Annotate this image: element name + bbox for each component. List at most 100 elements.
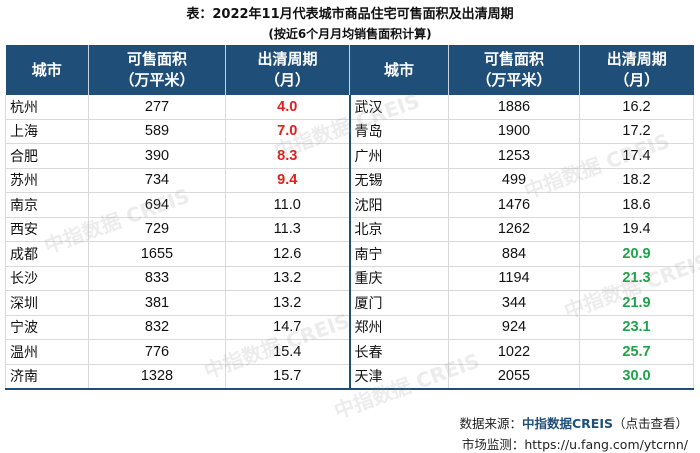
city-cell: 苏州: [5, 167, 89, 193]
area-cell: 1328: [88, 363, 226, 389]
table-row: 成都 1655 12.6 南宁 884 20.9: [5, 241, 694, 266]
table-row: 上海 589 7.0 青岛 1900 17.2: [5, 118, 694, 144]
city-cell: 沈阳: [348, 192, 449, 217]
area-cell: 1886: [448, 95, 580, 119]
city-cell: 长沙: [5, 265, 89, 291]
cycle-cell: 20.9: [579, 241, 694, 266]
cycle-cell: 21.9: [579, 290, 694, 315]
monitor-url-link[interactable]: https://u.fang.com/ytcrnn/: [524, 437, 688, 452]
source-brand-link[interactable]: 中指数据CREIS: [521, 416, 613, 431]
cycle-cell: 15.4: [225, 339, 350, 364]
table-row: 宁波 832 14.7 郑州 924 23.1: [5, 314, 694, 340]
city-cell: 上海: [5, 118, 89, 144]
table-row: 深圳 381 13.2 厦门 344 21.9: [5, 290, 694, 315]
table-row: 苏州 734 9.4 无锡 499 18.2: [5, 167, 694, 193]
city-cell: 重庆: [348, 265, 449, 291]
header-area-label: 可售面积: [483, 50, 544, 68]
table-row: 济南 1328 15.7 天津 2055 30.0: [5, 363, 694, 389]
cycle-cell: 11.0: [225, 192, 350, 217]
cycle-cell: 25.7: [579, 339, 694, 364]
area-cell: 924: [448, 314, 580, 340]
area-cell: 1194: [448, 265, 580, 291]
source-label: 数据来源：: [459, 416, 522, 431]
header-cycle-label: 出清周期: [257, 50, 318, 68]
city-cell: 西安: [5, 216, 89, 242]
city-cell: 南京: [5, 192, 89, 217]
table-header-row: 城市 可售面积 （万平米） 出清周期 （月） 城市 可售面积 （万平米） 出清周…: [5, 45, 694, 95]
city-cell: 郑州: [348, 314, 449, 340]
area-cell: 589: [88, 118, 226, 144]
header-cycle-unit: （月）: [264, 71, 310, 89]
cycle-cell: 15.7: [225, 363, 350, 389]
cycle-cell: 30.0: [579, 363, 694, 389]
area-cell: 390: [88, 143, 226, 168]
table-subtitle: (按近6个月月均销售面积计算): [268, 27, 432, 41]
city-cell: 武汉: [348, 95, 449, 119]
area-cell: 381: [88, 290, 226, 315]
table-row: 合肥 390 8.3 广州 1253 17.4: [5, 143, 694, 168]
cycle-cell: 16.2: [579, 95, 694, 119]
cycle-cell: 18.2: [579, 167, 694, 193]
area-cell: 344: [448, 290, 580, 315]
city-cell: 宁波: [5, 314, 89, 340]
area-cell: 1262: [448, 216, 580, 242]
city-cell: 青岛: [348, 118, 449, 144]
cycle-cell: 23.1: [579, 314, 694, 340]
area-cell: 1253: [448, 143, 580, 168]
table-body: 杭州 277 4.0 武汉 1886 16.2 上海 589 7.0 青岛 1900 17.2 合肥 39…: [5, 95, 694, 389]
cycle-cell: 18.6: [579, 192, 694, 217]
city-cell: 南宁: [348, 241, 449, 266]
header-area-unit: （万平米）: [119, 71, 195, 89]
cycle-cell: 21.3: [579, 265, 694, 291]
cycle-cell: 14.7: [225, 314, 350, 340]
market-monitor-line: 市场监测：https://u.fang.com/ytcrnn/: [462, 434, 688, 453]
city-cell: 杭州: [5, 95, 89, 119]
cycle-cell: 13.2: [225, 290, 350, 315]
city-cell: 厦门: [348, 290, 449, 315]
cycle-cell: 4.0: [225, 95, 350, 119]
city-cell: 北京: [348, 216, 449, 242]
table-row: 杭州 277 4.0 武汉 1886 16.2: [5, 95, 694, 119]
inventory-table: 城市 可售面积 （万平米） 出清周期 （月） 城市 可售面积 （万平米） 出清周…: [5, 45, 694, 390]
header-cycle-unit: （月）: [614, 71, 660, 89]
area-cell: 729: [88, 216, 226, 242]
header-area-label: 可售面积: [126, 50, 187, 68]
header-area-left: 可售面积 （万平米）: [88, 45, 226, 95]
header-city-left: 城市: [5, 45, 89, 95]
monitor-label: 市场监测：: [461, 437, 525, 452]
area-cell: 884: [448, 241, 580, 266]
area-cell: 833: [88, 265, 226, 291]
cycle-cell: 19.4: [579, 216, 694, 242]
header-cycle-label: 出清周期: [606, 50, 667, 68]
area-cell: 694: [88, 192, 226, 217]
table-title: 表：2022年11月代表城市商品住宅可售面积及出清周期: [186, 7, 514, 22]
area-cell: 1900: [448, 118, 580, 144]
city-cell: 无锡: [348, 167, 449, 193]
city-cell: 成都: [5, 241, 89, 266]
cycle-cell: 12.6: [225, 241, 350, 266]
table-row: 温州 776 15.4 长春 1022 25.7: [5, 339, 694, 364]
city-cell: 广州: [348, 143, 449, 168]
area-cell: 2055: [448, 363, 580, 389]
cycle-cell: 8.3: [225, 143, 350, 168]
header-cycle-left: 出清周期 （月）: [225, 45, 350, 95]
cycle-cell: 17.4: [579, 143, 694, 168]
header-area-right: 可售面积 （万平米）: [448, 45, 580, 95]
area-cell: 277: [88, 95, 226, 119]
cycle-cell: 13.2: [225, 265, 350, 291]
city-cell: 合肥: [5, 143, 89, 168]
city-cell: 深圳: [5, 290, 89, 315]
cycle-cell: 11.3: [225, 216, 350, 242]
table-row: 长沙 833 13.2 重庆 1194 21.3: [5, 265, 694, 291]
header-city-right: 城市: [349, 45, 449, 95]
cycle-cell: 17.2: [579, 118, 694, 144]
source-note[interactable]: （点击查看）: [612, 416, 688, 431]
city-cell: 温州: [5, 339, 89, 364]
city-cell: 长春: [348, 339, 449, 364]
area-cell: 734: [88, 167, 226, 193]
table-row: 西安 729 11.3 北京 1262 19.4: [5, 216, 694, 242]
header-cycle-right: 出清周期 （月）: [579, 45, 694, 95]
area-cell: 776: [88, 339, 226, 364]
city-cell: 济南: [5, 363, 89, 389]
data-source-line: 数据来源：中指数据CREIS（点击查看）: [459, 413, 688, 432]
